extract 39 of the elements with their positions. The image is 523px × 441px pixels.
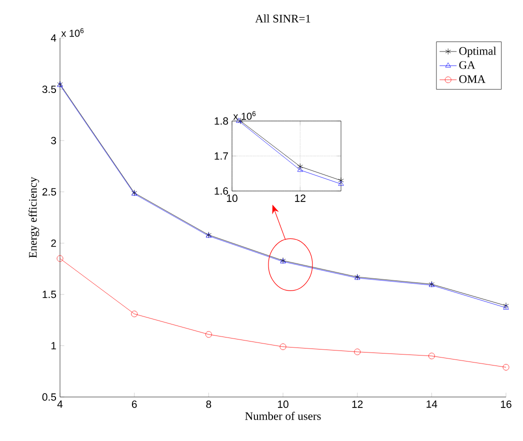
- y-tick-label: 2.5: [42, 188, 56, 196]
- legend-label: GA: [459, 61, 476, 69]
- point: [56, 255, 64, 262]
- point: [502, 364, 510, 370]
- x-tick-label: 12: [295, 194, 306, 202]
- point: [131, 310, 138, 318]
- y-tick-label: 0.5: [42, 393, 56, 401]
- x-tick-label: 10: [226, 194, 238, 202]
- y-tick-label: 4: [50, 34, 56, 42]
- legend-label: Optimal: [459, 46, 496, 58]
- point: [338, 180, 344, 186]
- y-tick-label: 1.8: [214, 117, 228, 125]
- point: [297, 163, 303, 170]
- point: [354, 348, 361, 356]
- y-tick-label: 1: [51, 342, 56, 350]
- text: x 10$^{6}$: [61, 28, 84, 37]
- y-tick-label: 1.7: [214, 152, 228, 160]
- x-axis-title: Number of users: [245, 412, 321, 420]
- annotation: x 10$^{6}$: [233, 111, 256, 120]
- y-tick-label: 2: [51, 239, 56, 247]
- x-tick-label: 10: [278, 400, 288, 408]
- x-tick-label: 8: [206, 400, 212, 408]
- y-tick-label: 3.5: [42, 86, 56, 93]
- x-tick-label: 14: [426, 400, 438, 408]
- y-tick-label: 3: [51, 136, 56, 144]
- point: [338, 177, 344, 184]
- point: [428, 352, 435, 360]
- x-tick-label: 16: [500, 400, 512, 408]
- y-tick-label: 1.5: [42, 290, 56, 298]
- y-axis-title: Energy efficiency: [28, 176, 40, 258]
- legend-label: OMA: [459, 75, 486, 83]
- x-tick-label: 6: [132, 400, 137, 408]
- x-tick-label: 4: [57, 400, 63, 408]
- chart-title: All SINR=1: [255, 14, 310, 22]
- x-tick-label: 12: [352, 400, 363, 408]
- point: [205, 331, 212, 338]
- y-tick-label: 1.6: [214, 187, 228, 195]
- point: [297, 166, 303, 172]
- point: [280, 344, 286, 350]
